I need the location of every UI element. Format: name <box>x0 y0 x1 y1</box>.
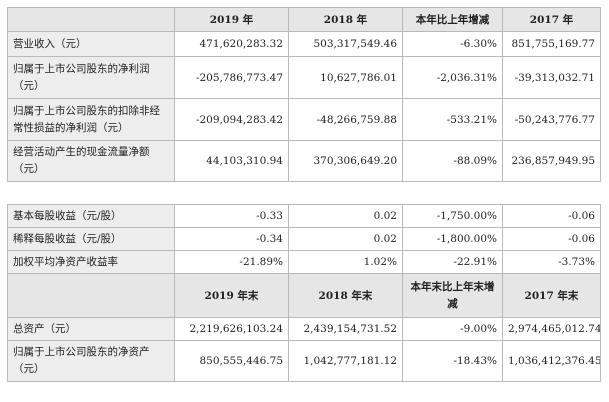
table-row: 经营活动产生的现金流量净额（元） 44,103,310.94 370,306,6… <box>7 140 601 182</box>
table-header-row: 2019 年 2018 年 本年比上年增减 2017 年 <box>7 7 601 32</box>
row-label: 营业收入（元） <box>7 31 175 57</box>
header-cell <box>7 273 175 318</box>
header-cell <box>7 7 175 32</box>
value-cell: -6.30% <box>402 31 503 57</box>
header-cell: 本年比上年增减 <box>402 7 503 32</box>
value-cell: -21.89% <box>174 250 289 274</box>
value-cell: 1.02% <box>288 250 403 274</box>
row-label: 加权平均净资产收益率 <box>7 250 175 274</box>
value-cell: -0.06 <box>502 204 601 228</box>
value-cell: -50,243,776.77 <box>502 98 601 141</box>
value-cell: -209,094,283.42 <box>174 98 289 141</box>
value-cell: -18.43% <box>402 340 503 382</box>
row-label: 稀释每股收益（元/股） <box>7 227 175 251</box>
value-cell: -1,800.00% <box>402 227 503 251</box>
value-cell: -39,313,032.71 <box>502 56 601 99</box>
table-row: 归属于上市公司股东的扣除非经常性损益的净利润（元） -209,094,283.4… <box>7 98 601 141</box>
value-cell: -0.34 <box>174 227 289 251</box>
header-cell: 2019 年末 <box>174 273 289 318</box>
value-cell: 10,627,786.01 <box>288 56 403 99</box>
value-cell: 2,439,154,731.52 <box>288 317 403 341</box>
table-row: 归属于上市公司股东的净利润（元） -205,786,773.47 10,627,… <box>7 56 601 99</box>
value-cell: -48,266,759.88 <box>288 98 403 141</box>
value-cell: -1,750.00% <box>402 204 503 228</box>
table-row: 营业收入（元） 471,620,283.32 503,317,549.46 -6… <box>7 31 601 57</box>
per-share-and-assets-table: 基本每股收益（元/股） -0.33 0.02 -1,750.00% -0.06 … <box>7 204 601 382</box>
table-row: 归属于上市公司股东的净资产（元） 850,555,446.75 1,042,77… <box>7 340 601 382</box>
value-cell: 471,620,283.32 <box>174 31 289 57</box>
financial-summary-table: 2019 年 2018 年 本年比上年增减 2017 年 营业收入（元） 471… <box>7 7 601 182</box>
value-cell: 2,219,626,103.24 <box>174 317 289 341</box>
row-label: 归属于上市公司股东的净利润（元） <box>7 56 175 99</box>
value-cell: 1,036,412,376.45 <box>502 340 601 382</box>
header-cell: 2018 年末 <box>288 273 403 318</box>
table-row: 加权平均净资产收益率 -21.89% 1.02% -22.91% -3.73% <box>7 250 601 274</box>
value-cell: -533.21% <box>402 98 503 141</box>
value-cell: 851,755,169.77 <box>502 31 601 57</box>
table-row: 基本每股收益（元/股） -0.33 0.02 -1,750.00% -0.06 <box>7 204 601 228</box>
value-cell: -22.91% <box>402 250 503 274</box>
header-cell: 2017 年末 <box>502 273 601 318</box>
value-cell: -2,036.31% <box>402 56 503 99</box>
value-cell: -9.00% <box>402 317 503 341</box>
value-cell: -205,786,773.47 <box>174 56 289 99</box>
row-label: 基本每股收益（元/股） <box>7 204 175 228</box>
table-subheader-row: 2019 年末 2018 年末 本年末比上年末增减 2017 年末 <box>7 273 601 318</box>
value-cell: 0.02 <box>288 204 403 228</box>
table-row: 稀释每股收益（元/股） -0.34 0.02 -1,800.00% -0.06 <box>7 227 601 251</box>
value-cell: 1,042,777,181.12 <box>288 340 403 382</box>
value-cell: 850,555,446.75 <box>174 340 289 382</box>
header-cell: 2017 年 <box>502 7 601 32</box>
value-cell: 2,974,465,012.74 <box>502 317 601 341</box>
value-cell: -88.09% <box>402 140 503 182</box>
value-cell: -0.33 <box>174 204 289 228</box>
value-cell: 503,317,549.46 <box>288 31 403 57</box>
value-cell: 370,306,649.20 <box>288 140 403 182</box>
value-cell: 44,103,310.94 <box>174 140 289 182</box>
row-label: 归属于上市公司股东的净资产（元） <box>7 340 175 382</box>
row-label: 经营活动产生的现金流量净额（元） <box>7 140 175 182</box>
header-cell: 2018 年 <box>288 7 403 32</box>
row-label: 总资产（元） <box>7 317 175 341</box>
value-cell: 236,857,949.95 <box>502 140 601 182</box>
value-cell: -0.06 <box>502 227 601 251</box>
header-cell: 2019 年 <box>174 7 289 32</box>
table-row: 总资产（元） 2,219,626,103.24 2,439,154,731.52… <box>7 317 601 341</box>
value-cell: 0.02 <box>288 227 403 251</box>
header-cell: 本年末比上年末增减 <box>402 273 503 318</box>
row-label: 归属于上市公司股东的扣除非经常性损益的净利润（元） <box>7 98 175 141</box>
value-cell: -3.73% <box>502 250 601 274</box>
